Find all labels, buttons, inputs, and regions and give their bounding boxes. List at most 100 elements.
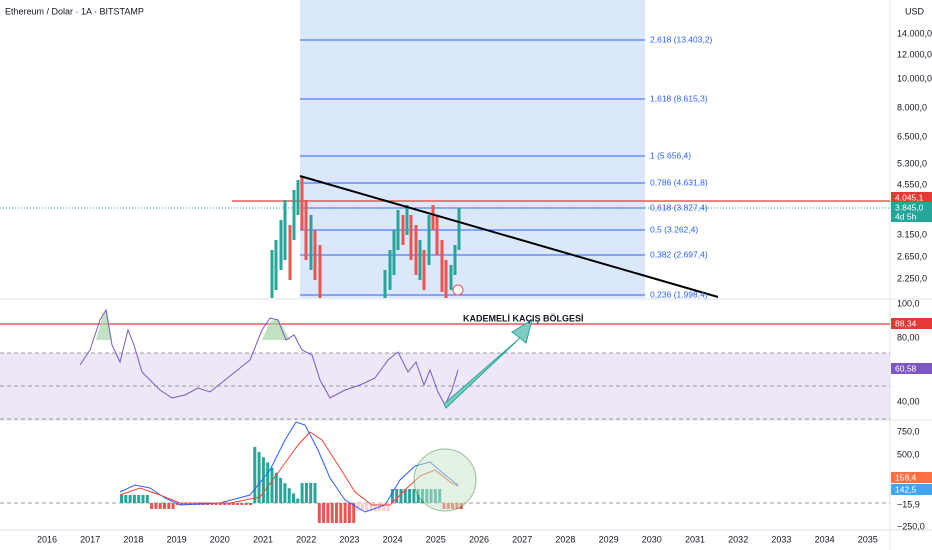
- highlight-circle: [413, 448, 477, 512]
- macd-bar: [223, 503, 227, 505]
- macd-bar: [395, 489, 399, 503]
- year-label: 2029: [599, 534, 619, 544]
- price-tick: 12.000,0: [897, 49, 932, 59]
- price-tick: 6.500,0: [897, 131, 927, 141]
- macd-bar: [261, 457, 265, 503]
- macd-bar: [240, 503, 244, 505]
- macd-bar: [270, 467, 274, 503]
- macd-bar: [163, 503, 166, 509]
- year-label: 2034: [815, 534, 835, 544]
- rsi-value-badge: 60,58: [895, 363, 917, 373]
- candle: [318, 245, 322, 298]
- fib-label: 1,618 (8.615,3): [650, 93, 708, 103]
- candle: [427, 215, 431, 265]
- candle: [292, 190, 296, 240]
- annotation: KADEMELİ KAÇIŞ BÖLGESİ: [463, 313, 584, 323]
- macd-bar: [408, 489, 412, 503]
- price-tick: 5.300,0: [897, 158, 927, 168]
- candle: [405, 205, 409, 235]
- macd-bar: [283, 483, 287, 503]
- fib-label: 0,618 (3.827,4): [650, 202, 708, 212]
- macd-bar: [330, 503, 334, 523]
- macd-bar: [120, 495, 123, 503]
- price-tick: 10.000,0: [897, 73, 932, 83]
- histogram-value: −15,9: [897, 499, 920, 509]
- candle: [283, 200, 287, 260]
- macd-bar: [184, 503, 188, 505]
- fib-label: 2,618 (13.403,2): [650, 34, 713, 44]
- macd-bar: [167, 503, 171, 509]
- macd-bar: [249, 503, 252, 505]
- candle: [440, 240, 444, 292]
- year-label: 2030: [642, 534, 662, 544]
- fib-label: 0,382 (2.697,4): [650, 249, 708, 259]
- macd-bar: [386, 503, 390, 511]
- year-label: 2023: [339, 534, 359, 544]
- candle: [270, 250, 274, 298]
- fib-label: 0,5 (3.262,4): [650, 224, 698, 234]
- candle: [304, 200, 308, 260]
- year-label: 2031: [685, 534, 705, 544]
- candle: [279, 220, 283, 270]
- macd-bar: [236, 503, 240, 505]
- candle: [313, 230, 317, 280]
- year-label: 2021: [253, 534, 273, 544]
- signal-badge: 142,5: [895, 484, 917, 494]
- candle: [309, 215, 313, 270]
- macd-badge-bg: [891, 472, 932, 483]
- countdown: 4d 5h: [895, 211, 917, 221]
- candle: [396, 210, 400, 250]
- macd-bar: [390, 489, 394, 503]
- candle: [296, 180, 300, 215]
- macd-bar: [343, 503, 347, 523]
- fib-label: 0,786 (4.631,8): [650, 177, 708, 187]
- macd-bar: [279, 477, 283, 503]
- candle: [414, 225, 418, 275]
- macd-bar: [171, 503, 175, 509]
- macd-bar: [137, 495, 141, 503]
- rsi-overbought-fill: [96, 310, 112, 340]
- macd-bar: [360, 503, 364, 511]
- fib-zone: [300, 0, 645, 298]
- candle: [431, 205, 435, 230]
- macd-bar: [244, 503, 248, 505]
- macd-badge: 158,4: [895, 472, 917, 482]
- macd-bar: [347, 503, 351, 523]
- signal-badge-bg: [891, 484, 932, 495]
- year-label: 2026: [469, 534, 489, 544]
- macd-bar: [158, 503, 162, 509]
- price-tick: 3.150,0: [897, 229, 927, 239]
- rsi-overbought-fill: [262, 318, 290, 340]
- macd-bar: [128, 495, 132, 503]
- candle: [418, 240, 422, 280]
- macd-bar: [141, 495, 145, 503]
- macd-bar: [317, 503, 321, 523]
- price-tick: 4.550,0: [897, 179, 927, 189]
- candle: [274, 240, 278, 290]
- price-tick: 2.250,0: [897, 273, 927, 283]
- candle: [457, 208, 461, 250]
- symbol-title: Ethereum / Dolar · 1A · BITSTAMP: [5, 6, 144, 16]
- year-label: 2032: [728, 534, 748, 544]
- candle: [401, 215, 405, 245]
- macd-bar: [356, 503, 360, 511]
- macd-tick: −250,0: [897, 521, 925, 531]
- macd-bar: [292, 493, 295, 503]
- macd-bar: [382, 503, 386, 511]
- macd-bar: [145, 495, 149, 503]
- year-label: 2035: [858, 534, 878, 544]
- macd-bar: [339, 503, 343, 523]
- macd-tick: 750,0: [897, 426, 920, 436]
- macd-bar: [132, 495, 136, 503]
- candle: [388, 250, 392, 290]
- year-label: 2019: [167, 534, 187, 544]
- macd-bar: [231, 503, 235, 505]
- macd-bar: [399, 489, 403, 503]
- macd-bar: [227, 503, 231, 505]
- macd-bar: [266, 462, 270, 503]
- rsi-tick: 40,00: [897, 396, 920, 406]
- candle: [383, 270, 387, 298]
- macd-bar: [257, 452, 261, 503]
- year-label: 2025: [426, 534, 446, 544]
